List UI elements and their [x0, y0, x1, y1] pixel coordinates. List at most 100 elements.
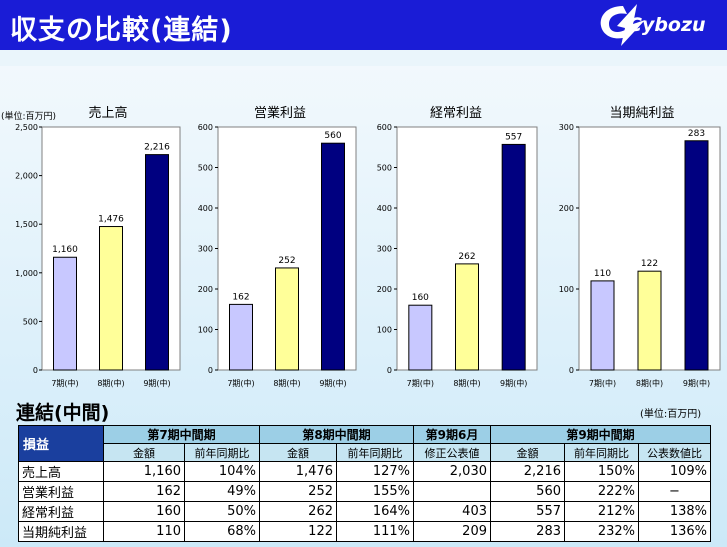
- bar: [684, 140, 709, 371]
- row-label: 売上高: [18, 461, 104, 482]
- header-band: [0, 50, 727, 66]
- y-tick-label: 0: [33, 366, 38, 375]
- bar-value-label: 557: [505, 132, 522, 142]
- x-tick-label: 7期(中): [51, 378, 78, 388]
- table-row: 経常利益 160 50% 262 164% 403 557 212% 138%: [18, 501, 711, 522]
- group-header-9: 第9期中間期: [490, 425, 711, 444]
- y-tick-label: 2,000: [15, 172, 38, 181]
- y-tick-label: 400: [198, 204, 213, 213]
- table-cell: 109%: [638, 461, 711, 482]
- row-label: 経常利益: [18, 501, 104, 522]
- x-tick-label: 9期(中): [143, 378, 170, 388]
- table-cell: 560: [490, 481, 565, 502]
- section-unit-label: (単位:百万円): [640, 409, 702, 420]
- table-cell: 122: [259, 521, 337, 542]
- table-cell: 209: [413, 521, 491, 542]
- subheader-cell: 公表数値比: [638, 443, 711, 462]
- x-tick-label: 8期(中): [273, 378, 300, 388]
- table-cell: 110: [103, 521, 185, 542]
- table-cell: 68%: [184, 521, 260, 542]
- bar-value-label: 252: [278, 256, 295, 266]
- group-header-8: 第8期中間期: [259, 425, 414, 444]
- table-cell: 1,476: [259, 461, 337, 482]
- y-tick-label: 1,000: [15, 269, 38, 278]
- bar: [145, 154, 169, 371]
- x-tick-label: 9期(中): [683, 378, 710, 388]
- table-row: 営業利益 162 49% 252 155% 560 222% −: [18, 481, 711, 502]
- x-tick-label: 7期(中): [227, 378, 254, 388]
- table-cell: 252: [259, 481, 337, 502]
- y-tick-label: 2,500: [15, 123, 38, 132]
- table-corner-label: 損益: [18, 425, 104, 462]
- bar-value-label: 160: [412, 293, 429, 303]
- table-cell: 50%: [184, 501, 260, 522]
- bar-value-label: 162: [232, 292, 249, 302]
- bar-value-label: 1,476: [98, 215, 124, 225]
- row-label: 当期純利益: [18, 521, 104, 542]
- section-title: 連結(中間): [16, 402, 110, 424]
- subheader-cell: 金額: [490, 443, 565, 462]
- table-cell: 138%: [638, 501, 711, 522]
- bar-value-label: 1,160: [52, 245, 78, 255]
- subheader-cell: 金額: [103, 443, 185, 462]
- table-cell: 104%: [184, 461, 260, 482]
- table-row: 当期純利益 110 68% 122 111% 209 283 232% 136%: [18, 521, 711, 542]
- x-tick-label: 7期(中): [589, 378, 616, 388]
- bar: [408, 304, 433, 371]
- x-tick-label: 8期(中): [453, 378, 480, 388]
- table-cell: [413, 481, 491, 502]
- y-tick-label: 500: [377, 164, 392, 173]
- table-row: 売上高 1,160 104% 1,476 127% 2,030 2,216 15…: [18, 461, 711, 482]
- table-cell: 212%: [564, 501, 639, 522]
- subheader-cell: 前年同期比: [564, 443, 639, 462]
- table-cell: 232%: [564, 521, 639, 542]
- bar: [275, 267, 299, 371]
- y-tick-label: 200: [559, 204, 574, 213]
- x-tick-label: 8期(中): [636, 378, 663, 388]
- x-tick-label: 7期(中): [407, 378, 434, 388]
- table-cell: 164%: [336, 501, 414, 522]
- chart-title: 当期純利益: [609, 106, 674, 121]
- subheader-cell: 前年同期比: [184, 443, 260, 462]
- bar: [501, 143, 526, 371]
- y-tick-label: 400: [377, 204, 392, 213]
- y-tick-label: 100: [198, 326, 213, 335]
- table-cell: 262: [259, 501, 337, 522]
- x-tick-label: 9期(中): [500, 378, 527, 388]
- table-cell: 162: [103, 481, 185, 502]
- table-cell: 49%: [184, 481, 260, 502]
- y-tick-label: 0: [569, 366, 574, 375]
- x-tick-label: 8期(中): [97, 378, 124, 388]
- y-tick-label: 100: [377, 326, 392, 335]
- y-tick-label: 300: [198, 245, 213, 254]
- table-cell: 222%: [564, 481, 639, 502]
- table-cell: 283: [490, 521, 565, 542]
- chart-title: 売上高: [88, 105, 127, 121]
- header-bar: 収支の比較(連結) Cybozu: [0, 0, 727, 50]
- group-header-7: 第7期中間期: [103, 425, 260, 444]
- table-group-header-row: 損益 第7期中間期 第8期中間期 第9期6月 第9期中間期: [18, 425, 711, 462]
- y-tick-label: 300: [377, 245, 392, 254]
- subheader-cell: 金額: [259, 443, 337, 462]
- page-title: 収支の比較(連結): [10, 15, 233, 46]
- y-tick-label: 0: [387, 366, 392, 375]
- y-tick-label: 200: [377, 285, 392, 294]
- table-cell: 403: [413, 501, 491, 522]
- cybozu-logo-icon: [600, 4, 645, 46]
- logo-text: Cybozu: [628, 14, 706, 36]
- table-subheader-row: 金額 前年同期比 金額 前年同期比 修正公表値 金額 前年同期比 公表数値比: [19, 443, 711, 462]
- table-cell: 557: [490, 501, 565, 522]
- bar: [53, 256, 77, 371]
- subheader-cell: 修正公表値: [413, 443, 491, 462]
- y-tick-label: 200: [198, 285, 213, 294]
- table-cell: −: [638, 481, 711, 502]
- y-tick-label: 100: [559, 285, 574, 294]
- y-tick-label: 600: [198, 123, 213, 132]
- table-cell: 150%: [564, 461, 639, 482]
- bar-value-label: 122: [641, 259, 658, 269]
- bar: [590, 280, 615, 371]
- chart-title: 営業利益: [254, 105, 306, 121]
- table-cell: 160: [103, 501, 185, 522]
- bar-value-label: 560: [324, 131, 341, 141]
- bar-value-label: 110: [594, 269, 611, 279]
